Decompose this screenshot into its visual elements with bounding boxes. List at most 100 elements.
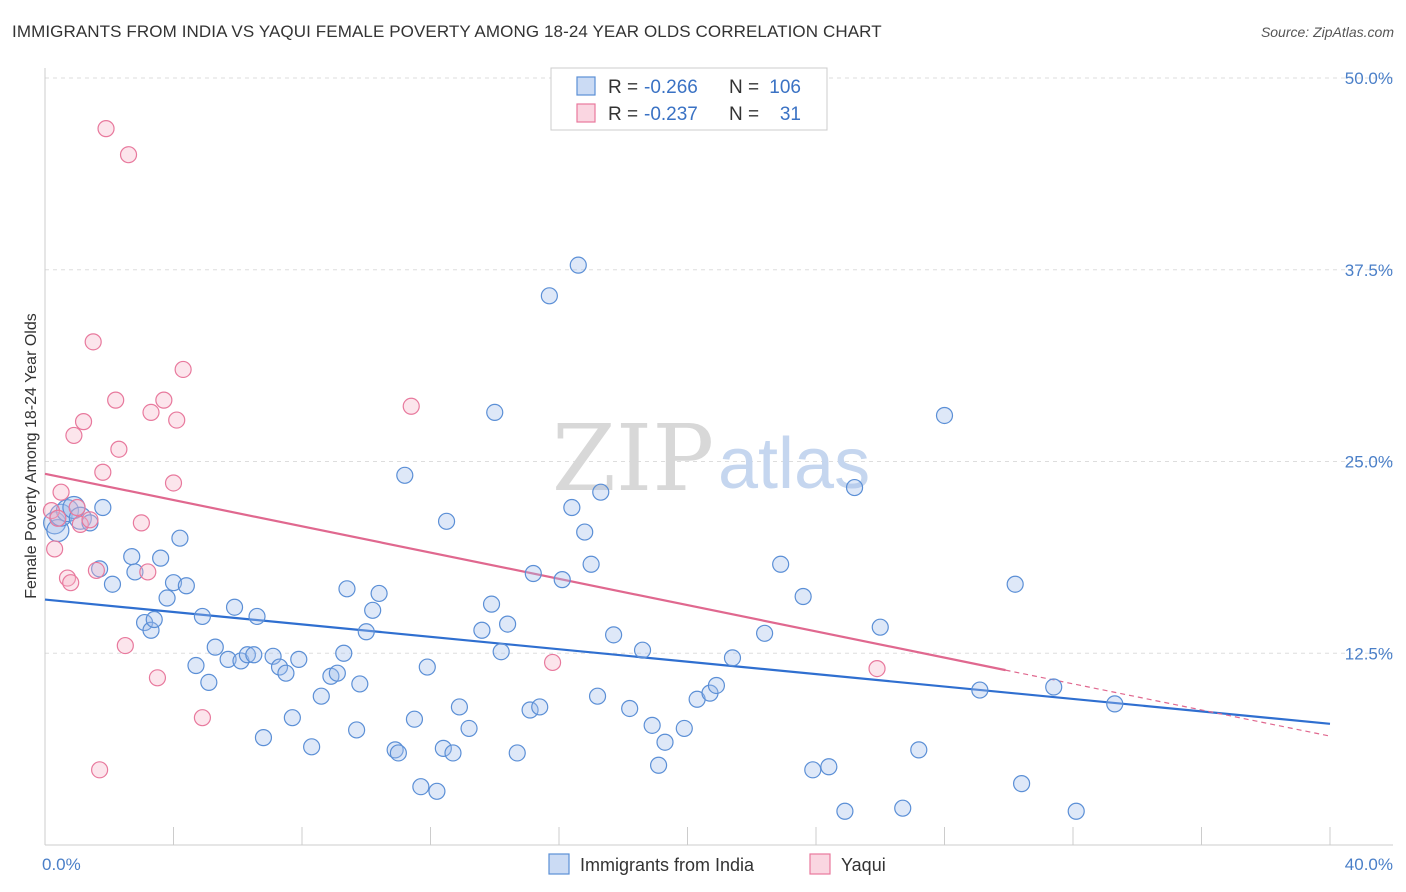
point-yaqui-25	[164, 474, 183, 492]
point-india-33	[277, 664, 295, 682]
point-yaqui-8	[71, 515, 89, 533]
y-tick-label-2: 37.5%	[1345, 261, 1393, 280]
legend-r-label-india: R =	[608, 77, 638, 98]
point-yaqui-28	[193, 709, 212, 727]
point-india-50	[405, 710, 424, 728]
legend-n-value-india: 106	[769, 77, 801, 98]
point-yaqui-13	[91, 761, 109, 779]
point-india-40	[335, 644, 353, 662]
point-india-51	[412, 778, 430, 796]
series-legend: Immigrants from India Yaqui	[548, 853, 886, 875]
point-india-31	[264, 647, 282, 665]
point-india-48	[389, 744, 407, 762]
y-tick-label-1: 25.0%	[1345, 453, 1393, 472]
point-india-37	[312, 687, 330, 705]
point-india-39	[328, 664, 346, 682]
legend-r-value-yaqui: -0.237	[644, 104, 698, 125]
point-india-22	[200, 673, 218, 691]
point-india-29	[248, 607, 266, 626]
x-tick-label-max: 40.0%	[1345, 855, 1393, 874]
point-yaqui-23	[148, 669, 167, 687]
point-india-23	[206, 638, 224, 656]
point-india-63	[499, 615, 517, 633]
gridlines	[45, 77, 1393, 654]
point-india-53	[428, 782, 446, 800]
point-india-101	[1045, 678, 1063, 696]
point-india-52	[418, 658, 436, 676]
point-india-91	[820, 758, 838, 776]
point-india-88	[772, 555, 790, 573]
point-yaqui-7	[68, 498, 86, 517]
trend-line-india	[44, 598, 1331, 725]
point-india-90	[804, 761, 822, 779]
point-yaqui-11	[84, 333, 102, 351]
point-india-94	[871, 618, 889, 636]
point-india-47	[386, 741, 404, 759]
point-india-65	[521, 701, 539, 719]
point-india-99	[1006, 575, 1024, 593]
source-credit: Source: ZipAtlas.com	[1260, 24, 1394, 40]
point-india-42	[348, 721, 366, 739]
point-india-82	[675, 719, 693, 738]
legend-swatch-yaqui	[576, 103, 596, 123]
watermark: ZIP atlas	[552, 405, 870, 512]
point-india-77	[621, 699, 639, 718]
point-india-92	[836, 802, 854, 820]
point-yaqui-12	[87, 561, 106, 580]
point-india-86	[723, 649, 742, 667]
point-yaqui-9	[74, 413, 93, 431]
series-legend-swatch-yaqui	[809, 853, 831, 875]
point-india-43	[351, 675, 369, 693]
legend-box	[550, 67, 828, 131]
legend-r-value-india: -0.266	[644, 77, 698, 98]
x-tick-label-min: 0.0%	[42, 855, 81, 874]
point-india-54	[434, 739, 452, 757]
point-india-46	[370, 584, 388, 603]
point-india-20	[187, 656, 205, 675]
point-india-13	[142, 621, 160, 639]
point-yaqui-21	[139, 563, 157, 581]
watermark-atlas: atlas	[718, 424, 870, 504]
point-india-36	[303, 738, 321, 756]
point-india-56	[444, 744, 462, 762]
point-yaqui-6	[65, 426, 83, 445]
point-india-75	[592, 483, 610, 501]
y-tick-label-0: 12.5%	[1345, 644, 1393, 663]
point-india-98	[971, 681, 989, 699]
x-tick-labels: 0.0% 40.0%	[42, 855, 1393, 874]
point-india-11	[126, 563, 144, 581]
point-india-64	[508, 744, 526, 762]
point-india-67	[531, 698, 549, 716]
point-india-61	[486, 403, 504, 422]
point-india-103	[1106, 695, 1124, 713]
point-india-87	[755, 624, 774, 642]
point-india-44	[357, 623, 375, 641]
point-india-78	[633, 641, 652, 659]
point-india-73	[582, 555, 600, 573]
point-india-34	[283, 709, 301, 727]
y-axis-label: Female Poverty Among 18-24 Year Olds	[23, 313, 40, 599]
point-india-32	[270, 658, 289, 676]
chart-title: IMMIGRANTS FROM INDIA VS YAQUI FEMALE PO…	[12, 22, 882, 41]
point-india-71	[569, 256, 587, 274]
point-yaqui-19	[119, 146, 138, 164]
point-india-49	[396, 466, 414, 484]
point-india-76	[605, 626, 623, 644]
point-india-19	[177, 577, 195, 595]
point-yaqui-16	[107, 391, 125, 409]
point-yaqui-3	[52, 483, 70, 501]
point-india-97	[935, 406, 954, 425]
point-india-18	[171, 529, 189, 547]
point-yaqui-15	[97, 120, 115, 138]
point-india-14	[145, 610, 163, 629]
point-india-45	[364, 601, 382, 619]
point-india-24	[219, 650, 237, 668]
point-india-96	[910, 741, 928, 759]
point-india-79	[643, 716, 661, 734]
point-india-9	[103, 575, 122, 593]
point-india-70	[563, 498, 581, 517]
point-india-62	[492, 643, 510, 661]
correlation-legend: R = -0.266 N = 106 R = -0.237 N = 31	[550, 67, 828, 131]
point-india-27	[238, 646, 256, 664]
